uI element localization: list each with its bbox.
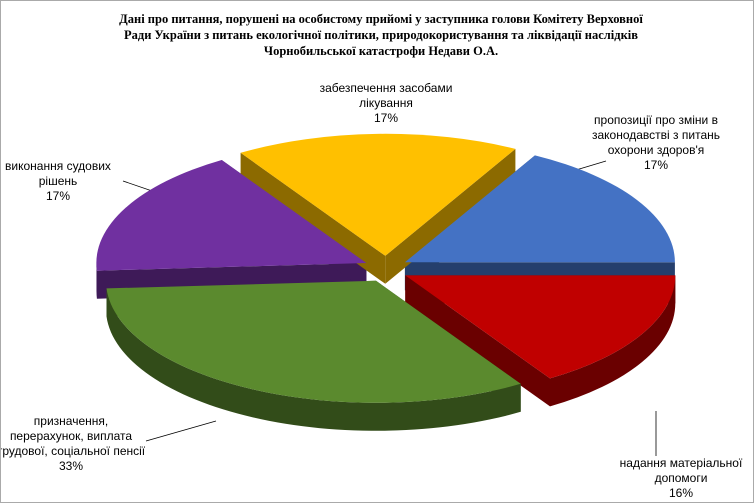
value-label: 17% xyxy=(373,111,399,125)
slice-label: забезпечення засобами лікування 17% xyxy=(311,81,461,126)
category-label: пропозиції про зміни в законодавстві з п… xyxy=(591,113,720,157)
category-label: призначення, перерахунок, виплата трудов… xyxy=(0,414,146,458)
slice-label: пропозиції про зміни в законодавстві з п… xyxy=(586,113,726,173)
slice-side xyxy=(106,288,521,431)
slice-side xyxy=(385,148,516,284)
category-label: надання матеріальної допомоги xyxy=(619,456,743,485)
slice-side xyxy=(550,275,676,407)
slice xyxy=(240,133,516,256)
slice xyxy=(404,155,675,263)
leader-line xyxy=(145,420,217,442)
chart-title: Дані про питання, порушені на особистому… xyxy=(119,12,643,58)
slice-side xyxy=(405,275,550,407)
slice-label: призначення, перерахунок, виплата трудов… xyxy=(0,414,146,474)
value-label: 16% xyxy=(668,486,694,500)
slice xyxy=(96,160,367,271)
slice xyxy=(405,275,676,379)
slice-label: надання матеріальної допомоги 16% xyxy=(601,456,753,501)
slice-side xyxy=(96,263,97,299)
value-label: 17% xyxy=(45,189,71,203)
value-label: 17% xyxy=(643,158,669,172)
slice-label: виконання судових рішень 17% xyxy=(3,159,113,204)
category-label: забезпечення засобами лікування xyxy=(319,81,453,110)
slice xyxy=(106,280,521,403)
value-label: 33% xyxy=(58,459,84,473)
category-label: виконання судових рішень xyxy=(5,159,111,188)
